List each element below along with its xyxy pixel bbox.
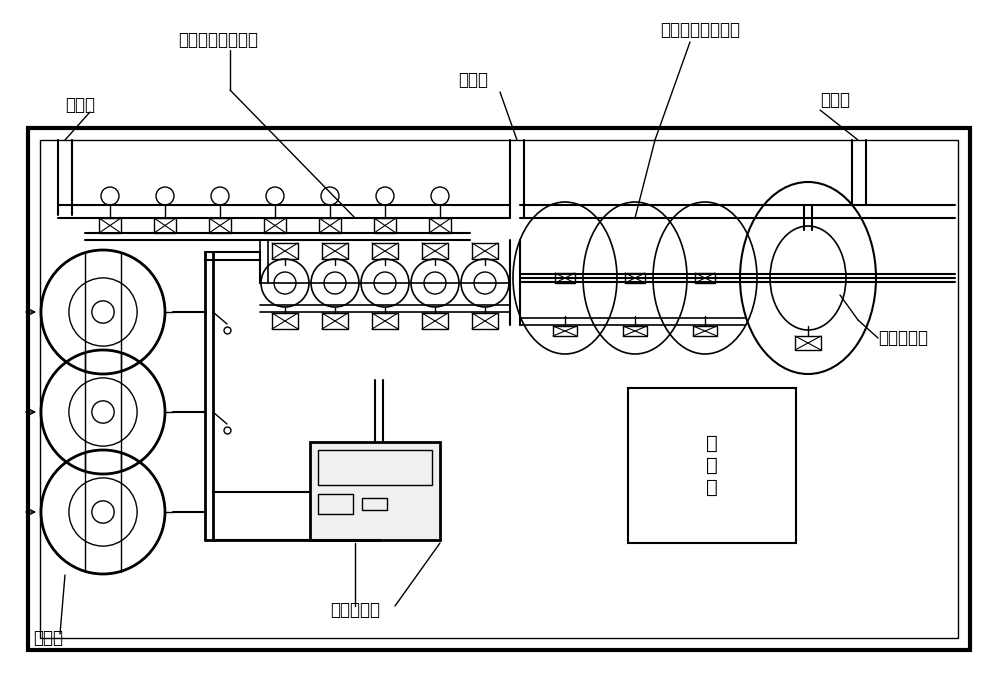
Bar <box>429 218 451 233</box>
Bar <box>625 273 645 283</box>
Bar <box>695 273 715 283</box>
Bar <box>40 140 958 638</box>
Bar <box>472 313 498 329</box>
Bar <box>372 243 398 259</box>
Text: 离心过滤器: 离心过滤器 <box>878 329 928 347</box>
Text: 排污口: 排污口 <box>458 71 488 89</box>
Bar <box>553 326 577 336</box>
Text: 进水口: 进水口 <box>820 91 850 109</box>
Bar <box>154 218 176 233</box>
Text: 药液罐: 药液罐 <box>33 629 63 647</box>
Text: 出水口: 出水口 <box>65 96 95 114</box>
Bar <box>362 498 387 510</box>
Text: 反冲洗碟片过滤器: 反冲洗碟片过滤器 <box>178 31 258 49</box>
Text: 变
频
柜: 变 频 柜 <box>706 433 718 496</box>
Bar <box>795 336 821 350</box>
Bar <box>472 243 498 259</box>
Bar <box>422 243 448 259</box>
Bar <box>372 313 398 329</box>
Bar <box>99 218 121 233</box>
Bar <box>322 243 348 259</box>
Bar <box>318 450 432 485</box>
Bar <box>28 128 970 650</box>
Bar <box>209 218 231 233</box>
Bar <box>310 442 440 540</box>
Bar <box>374 218 396 233</box>
Bar <box>264 218 286 233</box>
Bar <box>272 243 298 259</box>
Text: 反冲洗悬浮过滤器: 反冲洗悬浮过滤器 <box>660 21 740 39</box>
Bar <box>318 494 353 514</box>
Bar <box>555 273 575 283</box>
Bar <box>322 313 348 329</box>
Bar <box>693 326 717 336</box>
Bar <box>422 313 448 329</box>
Text: 智能施肥机: 智能施肥机 <box>330 601 380 619</box>
Bar <box>319 218 341 233</box>
Bar <box>272 313 298 329</box>
Bar <box>623 326 647 336</box>
Bar <box>628 388 796 543</box>
